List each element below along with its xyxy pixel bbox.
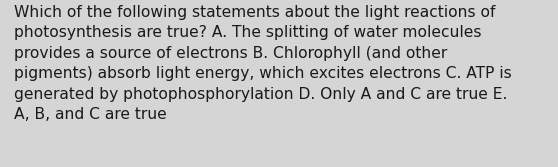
- Text: Which of the following statements about the light reactions of
photosynthesis ar: Which of the following statements about …: [14, 5, 512, 122]
